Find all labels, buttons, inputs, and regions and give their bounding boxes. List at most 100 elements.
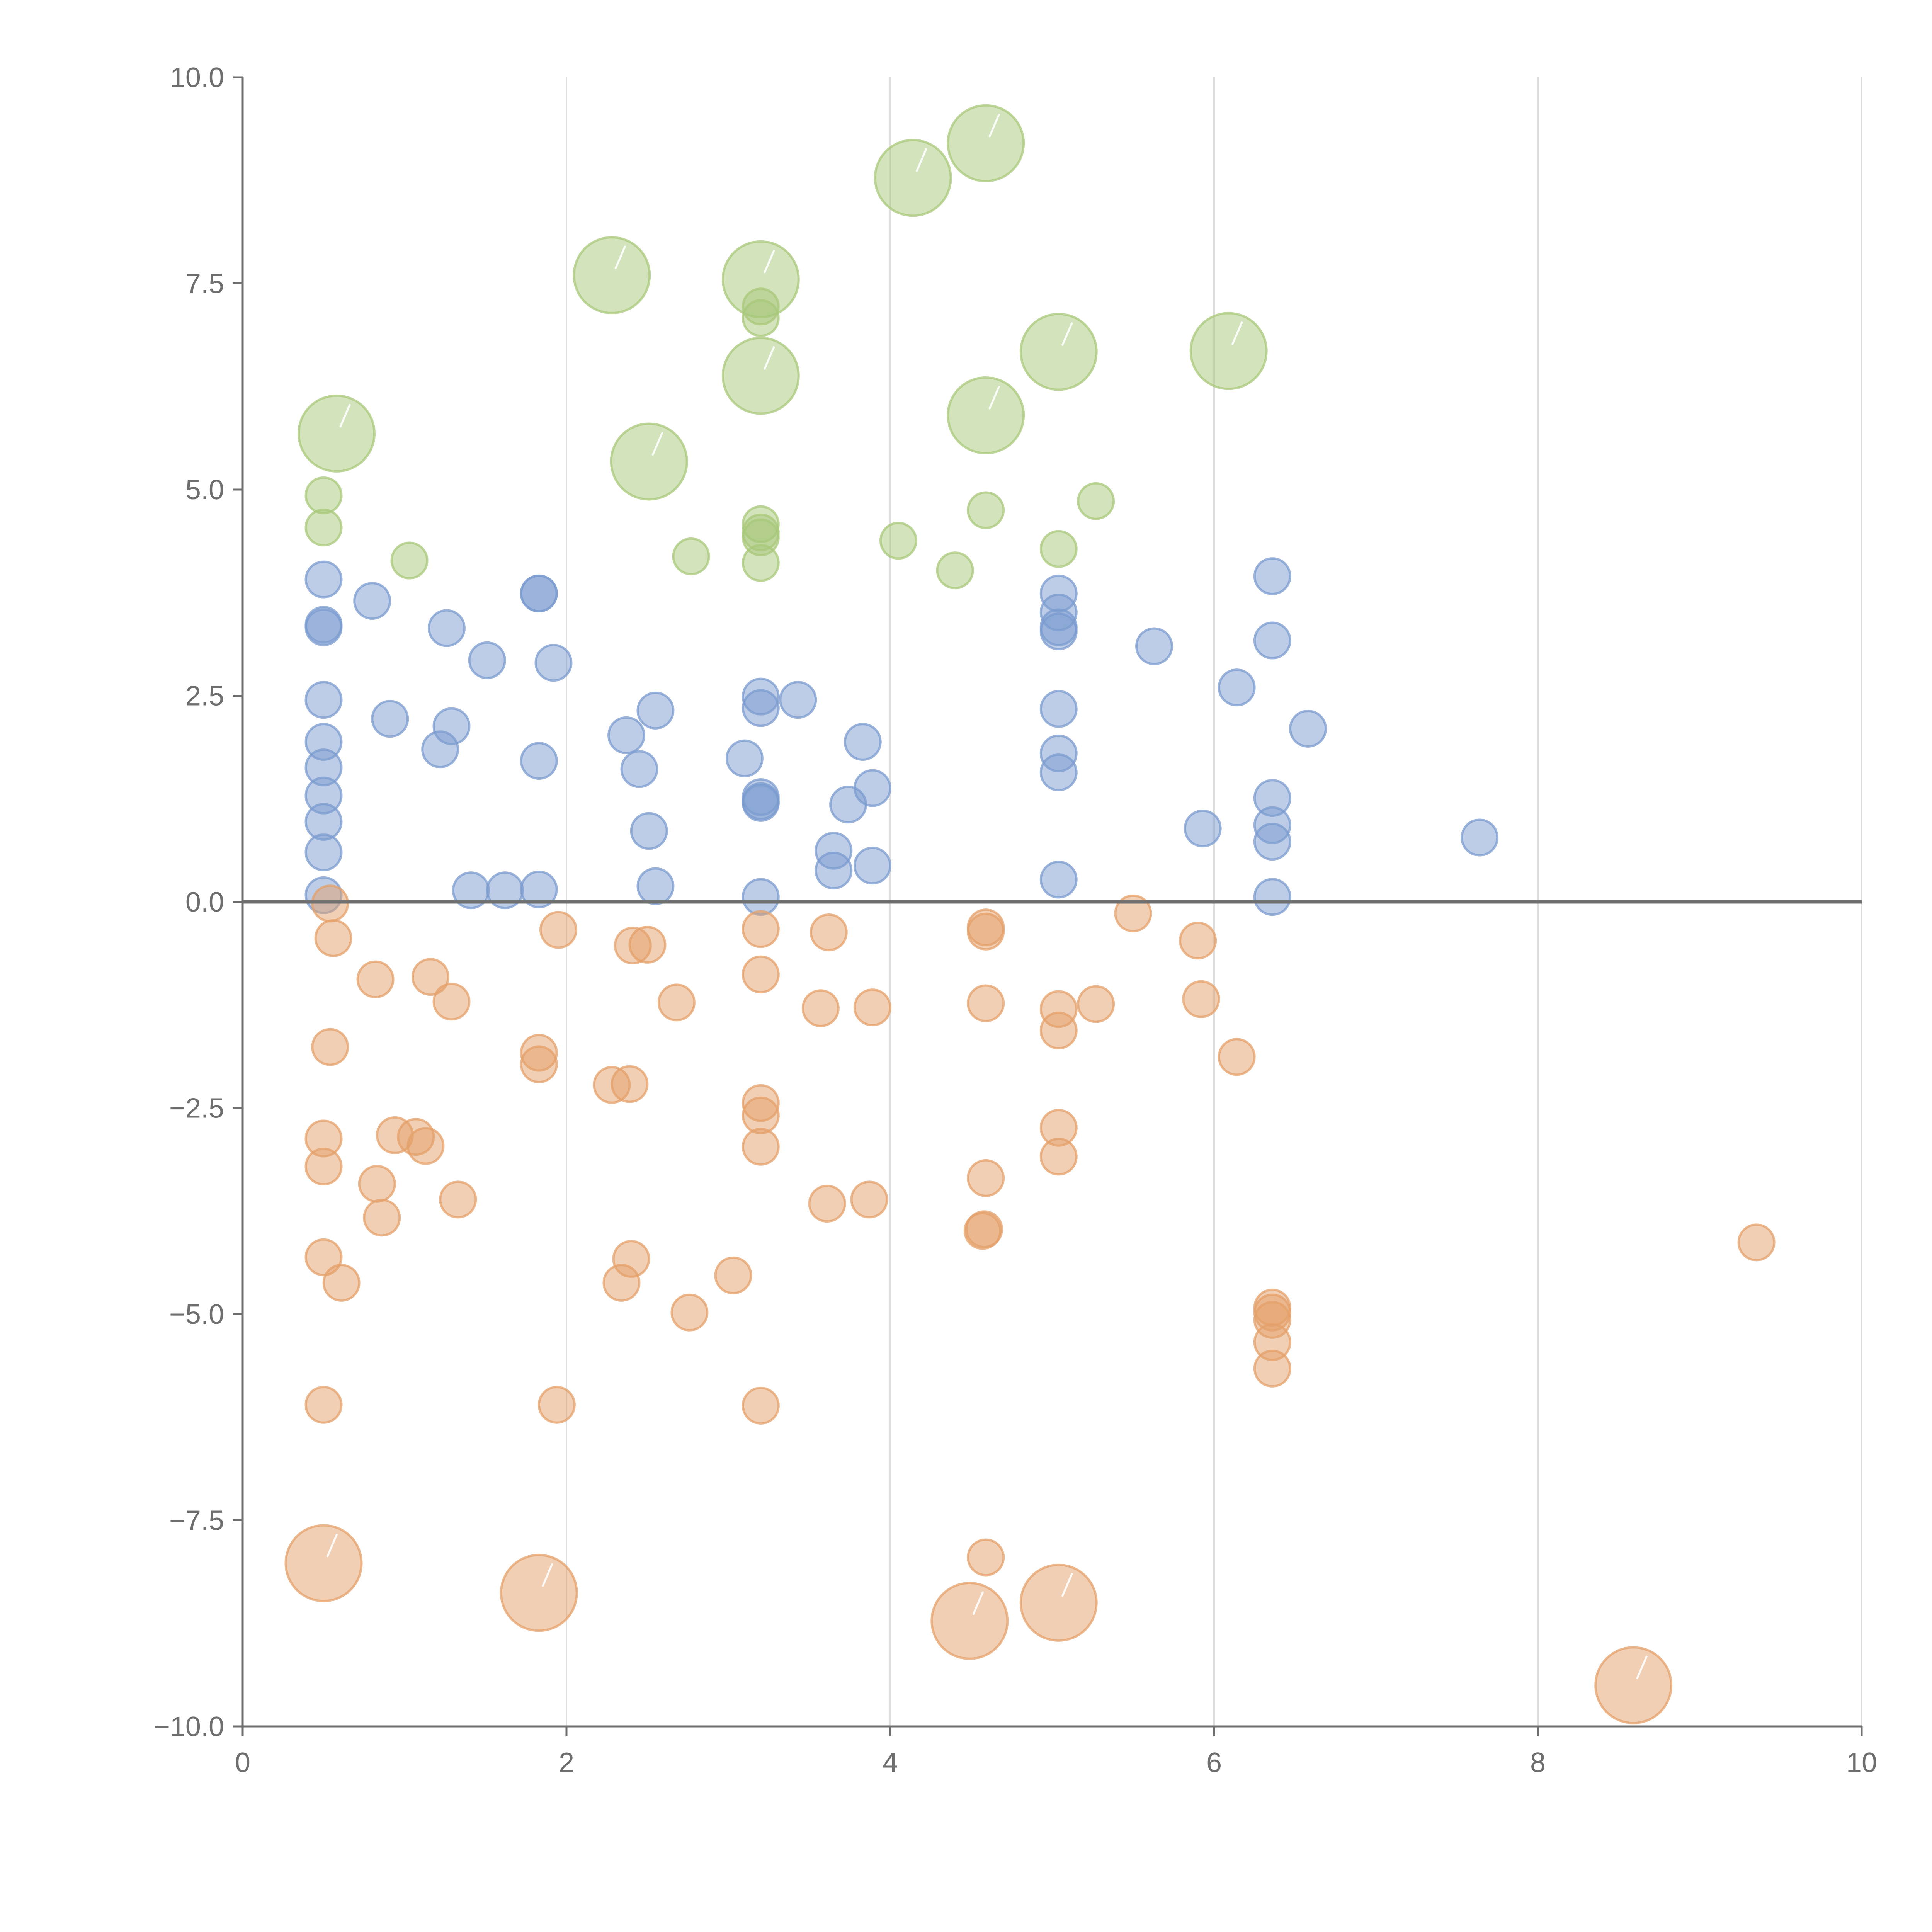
blue-point-21: [520, 742, 558, 780]
green-point-13: [304, 509, 343, 547]
y-tick-label: 10.0: [170, 62, 224, 93]
y-tick-label: 2.5: [185, 681, 224, 712]
green-point-1: [874, 139, 952, 217]
blue-point-20: [534, 644, 573, 682]
green-point-streak-9: [988, 386, 1000, 410]
orange-point-46: [963, 1212, 1002, 1250]
orange-point-52: [1077, 985, 1115, 1023]
orange-point-29: [742, 910, 780, 948]
blue-point-49: [1039, 861, 1078, 899]
green-point-streak-8: [764, 346, 775, 370]
orange-point-61: [1253, 1349, 1291, 1388]
blue-point-23: [607, 716, 646, 754]
orange-point-streak-67: [1636, 1655, 1648, 1679]
green-point-20: [879, 522, 917, 560]
orange-point-42: [967, 912, 1005, 951]
orange-point-27: [602, 1264, 641, 1302]
blue-point-12: [427, 609, 466, 647]
blue-point-52: [1218, 668, 1256, 707]
blue-point-31: [779, 681, 817, 719]
blue-point-26: [630, 812, 668, 850]
orange-point-19: [304, 1386, 343, 1424]
green-point-streak-2: [614, 245, 626, 269]
blue-point-58: [1253, 878, 1291, 916]
blue-point-8: [304, 833, 343, 871]
blue-point-19: [520, 574, 558, 612]
orange-point-8: [520, 1045, 558, 1083]
x-tick-label: 2: [559, 1747, 574, 1778]
blue-point-2: [304, 608, 343, 646]
green-point-15: [672, 537, 710, 575]
orange-point-62: [1737, 1223, 1776, 1262]
blue-point-40: [815, 851, 853, 889]
green-point-12: [304, 476, 343, 514]
orange-point-66: [1019, 1563, 1098, 1642]
blue-point-46: [1039, 690, 1078, 728]
orange-point-2: [356, 960, 395, 998]
orange-point-44: [967, 1159, 1005, 1197]
orange-point-18: [322, 1264, 361, 1302]
blue-point-51: [1184, 810, 1222, 848]
blue-point-50: [1135, 627, 1173, 665]
orange-point-23: [657, 983, 696, 1022]
blue-point-29: [742, 689, 780, 727]
green-point-22: [967, 491, 1005, 529]
green-point-0: [947, 104, 1025, 182]
green-point-11: [610, 422, 688, 501]
orange-point-streak-65: [972, 1591, 984, 1615]
orange-point-20: [537, 1386, 576, 1424]
blue-point-57: [1253, 823, 1291, 861]
green-point-14: [390, 541, 429, 580]
blue-point-14: [432, 707, 471, 745]
orange-point-64: [500, 1554, 578, 1632]
y-tick-label: −7.5: [169, 1505, 224, 1536]
blue-point-36: [844, 723, 882, 761]
orange-point-streak-63: [327, 1533, 338, 1557]
orange-point-53: [1114, 894, 1152, 932]
green-point-8: [721, 337, 800, 415]
orange-point-13: [406, 1127, 445, 1165]
blue-point-10: [353, 582, 391, 620]
orange-point-38: [853, 988, 891, 1027]
y-tick-label: −5.0: [169, 1299, 224, 1330]
blue-point-25: [636, 691, 675, 730]
blue-point-38: [829, 786, 867, 824]
y-tick-label: 5.0: [185, 474, 224, 505]
orange-point-14: [358, 1165, 396, 1203]
orange-point-streak-64: [542, 1563, 553, 1587]
orange-point-34: [714, 1256, 752, 1294]
dot-layer: [284, 104, 1776, 1725]
blue-point-30: [725, 739, 764, 777]
green-point-23: [1039, 530, 1078, 568]
green-point-5: [742, 299, 780, 337]
x-tick-label: 6: [1206, 1747, 1222, 1778]
y-tick-label: −10.0: [154, 1711, 224, 1742]
orange-point-47: [967, 1538, 1005, 1577]
blue-point-54: [1253, 621, 1291, 660]
green-point-streak-11: [652, 432, 663, 456]
green-point-streak-0: [988, 114, 1000, 138]
orange-point-4: [432, 983, 471, 1021]
blue-point-3: [304, 681, 343, 719]
orange-point-67: [1594, 1646, 1673, 1725]
green-point-21: [936, 551, 974, 590]
axis-layer: [233, 76, 1863, 1736]
blue-point-53: [1253, 557, 1291, 595]
orange-point-16: [439, 1180, 477, 1219]
x-tick-label: 4: [883, 1747, 898, 1778]
orange-point-15: [363, 1199, 401, 1237]
green-point-9: [947, 376, 1025, 454]
blue-point-22: [520, 870, 558, 908]
orange-point-35: [742, 1386, 780, 1425]
orange-point-63: [284, 1524, 363, 1602]
orange-point-51: [1039, 1138, 1078, 1176]
tick-label-layer: 0 2 4 6 8 10 10.0 7.5 5.0 2.5 0.0 −2.5 −5.0 −7.5 −10.0: [154, 62, 1877, 1778]
green-point-24: [1077, 482, 1115, 520]
orange-point-25: [611, 1065, 649, 1103]
green-point-streak-6: [1061, 322, 1073, 346]
green-point-streak-1: [916, 148, 927, 172]
orange-point-36: [810, 913, 848, 951]
blue-point-27: [636, 867, 675, 905]
